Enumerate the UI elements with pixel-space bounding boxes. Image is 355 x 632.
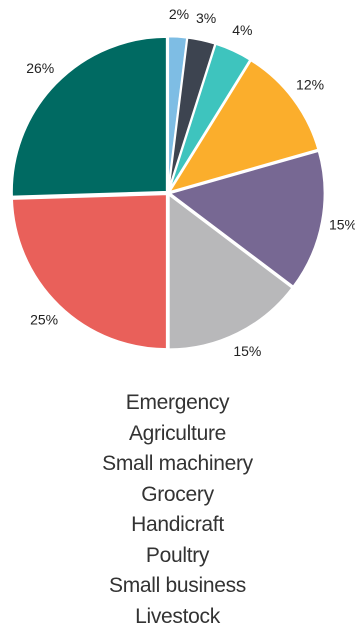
legend-item-small-business: Small business: [0, 571, 355, 602]
pie-chart: 2% 3% 4% 12% 15% 15% 25% 26%: [0, 0, 355, 380]
legend-item-small-machinery: Small machinery: [0, 449, 355, 480]
pie-label-poultry: 15%: [233, 343, 261, 359]
pie-label-handicraft: 15%: [329, 216, 355, 232]
pie-label-small-machinery: 4%: [232, 22, 252, 38]
pie-label-agriculture: 3%: [196, 10, 216, 26]
legend-item-livestock: Livestock: [0, 602, 355, 632]
legend-item-agriculture: Agriculture: [0, 419, 355, 450]
legend: Emergency Agriculture Small machinery Gr…: [0, 388, 355, 632]
legend-item-emergency: Emergency: [0, 388, 355, 419]
pie-label-livestock: 26%: [26, 60, 54, 76]
pie-slices: [12, 36, 325, 349]
legend-item-handicraft: Handicraft: [0, 510, 355, 541]
pie-label-grocery: 12%: [296, 76, 324, 92]
pie-label-small-business: 25%: [30, 311, 58, 327]
legend-item-poultry: Poultry: [0, 541, 355, 572]
legend-item-grocery: Grocery: [0, 480, 355, 511]
pie-label-emergency: 2%: [169, 6, 189, 22]
